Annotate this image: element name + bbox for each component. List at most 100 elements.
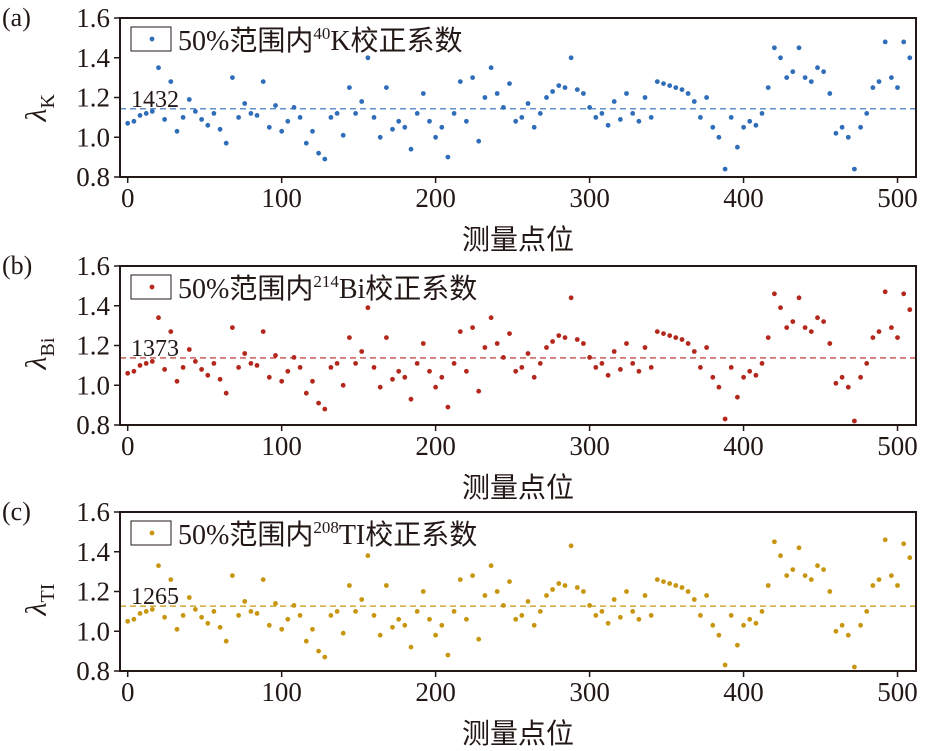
data-point [605,122,611,128]
data-point [507,331,512,336]
data-point [550,89,555,94]
data-point [328,613,334,618]
data-point [858,622,863,628]
data-point [525,101,531,106]
data-point [852,418,857,424]
data-point [747,118,753,124]
x-tick-label: 500 [877,183,918,213]
data-point [618,614,623,620]
data-point [279,128,285,134]
y-tick-label: 1.4 [76,291,110,321]
data-point [630,609,636,614]
data-point [778,305,783,311]
data-point [895,335,900,340]
data-point [698,613,703,618]
data-point [476,636,482,642]
data-point [199,117,205,122]
data-point [162,117,168,122]
data-point [371,365,377,370]
data-point [408,644,414,650]
data-point [864,111,870,116]
data-point [537,361,543,366]
data-point [131,368,137,374]
data-point [377,384,383,390]
data-point [624,589,629,594]
data-point [870,335,876,340]
data-point [248,111,254,116]
data-point [568,55,574,61]
data-point [260,577,266,582]
data-point [661,331,666,336]
data-point [402,124,408,130]
data-point [827,341,833,346]
data-point [199,614,205,620]
data-point [205,372,211,378]
data-point [420,589,426,594]
data-point [303,638,309,644]
x-tick-label: 300 [569,677,610,707]
data-point [402,374,408,380]
y-axis-label: λTI [20,584,59,617]
data-point [482,95,488,100]
data-point [636,118,642,124]
data-point [396,616,402,622]
data-point [316,400,321,406]
data-point [457,329,463,334]
legend: 50%范围内214Bi校正系数 [130,272,477,305]
data-point [156,563,161,569]
data-point [654,329,660,334]
data-point [266,124,272,130]
data-point [593,115,599,120]
data-point [642,593,648,598]
data-point [353,111,358,116]
data-point [513,616,519,622]
data-point [414,111,420,116]
data-point [445,652,451,658]
data-point [895,583,900,588]
data-point [439,374,445,380]
data-point [457,79,463,84]
data-point [266,374,272,380]
data-point [365,553,371,559]
data-point [156,65,161,71]
data-point [334,111,340,116]
data-point [334,609,340,614]
data-point [470,75,475,80]
data-point [827,91,833,96]
data-point [581,589,586,594]
data-point [685,91,691,96]
data-point [494,341,500,346]
data-point [125,120,131,126]
data-point [550,339,555,344]
data-point [507,81,512,86]
data-point [728,365,734,370]
data-point [513,118,519,124]
x-tick-label: 400 [723,431,764,461]
data-point [852,664,857,670]
data-point [242,351,248,356]
y-tick-label: 1.4 [76,537,110,567]
data-point [648,613,654,618]
data-point [451,111,457,116]
data-point [833,628,839,634]
data-point [322,654,328,660]
data-point [735,144,740,150]
data-point [340,630,346,636]
legend-superscript: 208 [313,518,339,537]
data-point [359,99,365,104]
data-point [581,341,586,346]
data-point [716,632,722,638]
data-point [174,128,180,134]
data-point [396,118,402,124]
data-point [254,611,260,616]
data-point [648,115,654,120]
data-point [679,585,685,590]
data-point [654,79,660,84]
y-tick-label: 1.2 [76,577,110,607]
y-tick-label: 0.8 [76,162,110,192]
y-tick-label: 1.2 [76,331,110,361]
data-point [778,553,783,559]
data-point [501,603,506,608]
data-point [833,130,839,136]
